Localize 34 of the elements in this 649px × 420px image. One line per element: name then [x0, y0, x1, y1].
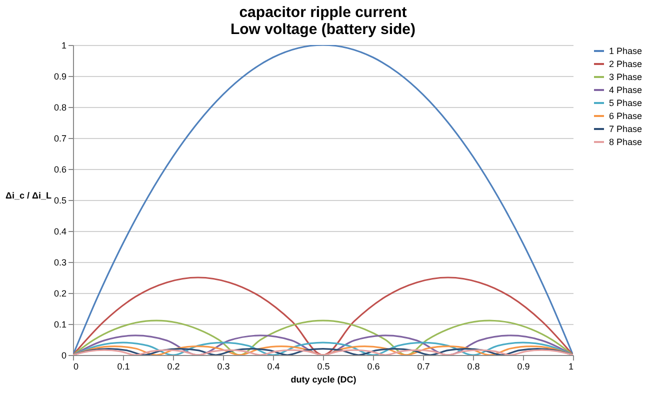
x-tick-label: 0.4 — [267, 362, 280, 372]
y-tick-label: 0.3 — [54, 258, 66, 268]
y-axis-title: Δi_c / Δi_L — [6, 190, 52, 200]
y-tick-label: 0.6 — [54, 164, 66, 174]
y-tick-label: 0.4 — [54, 226, 66, 236]
x-tick-label: 0.2 — [167, 362, 180, 372]
legend-label: 8 Phase — [609, 137, 642, 147]
y-tick-label: 0.9 — [54, 72, 66, 82]
x-tick-label: 0.6 — [367, 362, 380, 372]
chart-title: capacitor ripple current — [239, 4, 407, 21]
x-tick-label: 0 — [74, 362, 79, 372]
legend-label: 3 Phase — [609, 72, 642, 82]
legend-label: 6 Phase — [609, 111, 642, 121]
legend-label: 2 Phase — [609, 59, 642, 69]
x-tick-label: 0.9 — [517, 362, 530, 372]
y-tick-label: 0.7 — [54, 134, 66, 144]
x-axis-title: duty cycle (DC) — [290, 374, 356, 384]
x-tick-label: 0.7 — [417, 362, 430, 372]
x-tick-label: 0.1 — [117, 362, 130, 372]
y-tick-label: 0.1 — [54, 320, 66, 330]
y-tick-label: 0.2 — [54, 288, 66, 298]
x-tick-label: 1 — [568, 362, 574, 372]
x-tick-label: 0.8 — [467, 362, 480, 372]
legend-label: 5 Phase — [609, 98, 642, 108]
legend-label: 1 Phase — [609, 46, 642, 56]
y-tick-label: 0.8 — [54, 102, 66, 112]
y-tick-label: 0 — [61, 350, 66, 360]
legend-label: 7 Phase — [609, 124, 642, 134]
x-tick-label: 0.3 — [217, 362, 230, 372]
x-tick-label: 0.5 — [317, 362, 330, 372]
y-tick-label: 0.5 — [54, 196, 66, 206]
chart-subtitle: Low voltage (battery side) — [230, 21, 416, 38]
y-tick-label: 1 — [61, 40, 66, 50]
legend-label: 4 Phase — [609, 85, 642, 95]
